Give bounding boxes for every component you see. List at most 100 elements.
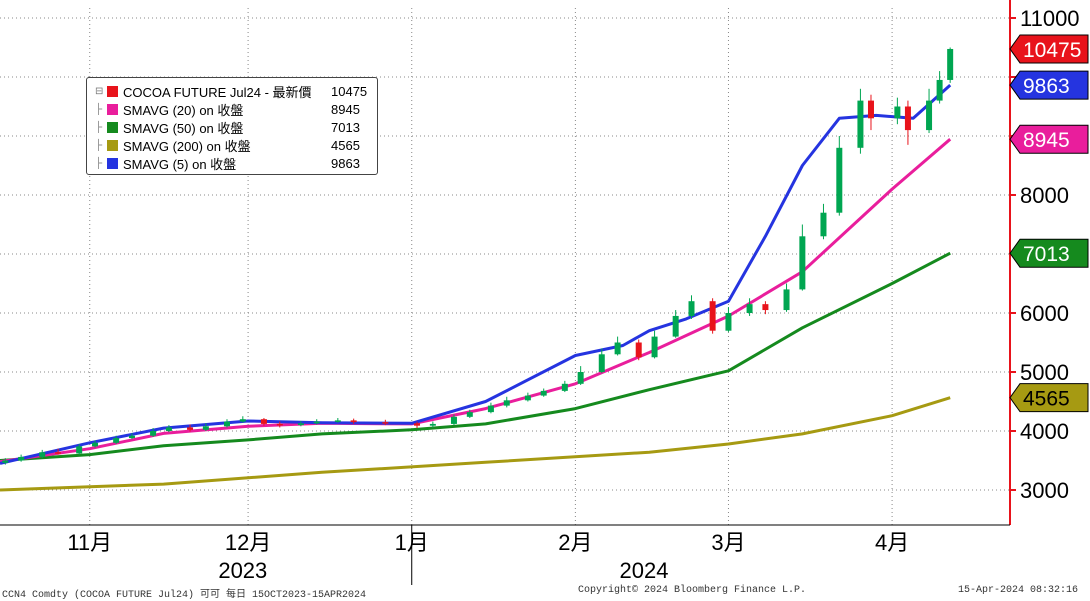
last-value-tag-4565: 4565 — [1009, 383, 1089, 413]
candle-body-48 — [904, 106, 911, 131]
candle-body-26 — [503, 400, 510, 406]
legend-value: 7013 — [331, 119, 360, 135]
candle-body-3 — [55, 452, 62, 454]
series-line-smavg-5-on- — [0, 83, 952, 465]
legend-box[interactable]: ⊟ COCOA FUTURE Jul24 - 最新價 10475 ├ SMAVG (20… — [86, 77, 378, 175]
candle-body-16 — [297, 423, 304, 426]
candle-body-8 — [150, 431, 157, 436]
candle-body-13 — [239, 419, 246, 422]
series-line-smavg-200-on- — [0, 396, 951, 492]
tree-branch-icon: ├ — [95, 157, 103, 169]
candle-body-41 — [783, 289, 790, 311]
last-value-tag-text-4565: 4565 — [1023, 388, 1070, 411]
candle-body-17 — [313, 421, 320, 424]
candle-body-19 — [350, 420, 357, 423]
last-value-tag-bg-7013 — [1009, 238, 1089, 268]
candle-body-20 — [382, 422, 389, 424]
tree-branch-icon: ├ — [95, 121, 103, 133]
candle-body-18 — [334, 420, 341, 422]
candle-body-30 — [577, 372, 584, 384]
legend-label: COCOA FUTURE Jul24 - 最新價 — [123, 84, 312, 100]
x-tick-label-2月: 2月 — [558, 530, 592, 555]
x-tick-label-4月: 4月 — [875, 530, 909, 555]
candle-body-50 — [936, 79, 943, 101]
legend-value: 8945 — [331, 101, 360, 117]
legend-swatch — [107, 121, 118, 133]
candle-body-51 — [947, 48, 954, 80]
candle-body-39 — [746, 304, 753, 313]
series-line-smavg-50-on- — [0, 251, 951, 462]
candle-body-6 — [113, 438, 120, 443]
last-value-tag-text-9863: 9863 — [1023, 75, 1070, 98]
candle-body-7 — [128, 435, 135, 439]
footer-timestamp: 15-Apr-2024 08:32:16 — [958, 585, 1079, 596]
series-line-smavg-20-on- — [0, 138, 952, 464]
candle-body-23 — [450, 416, 457, 424]
candle-body-33 — [635, 342, 642, 358]
y-tick-label-8000: 8000 — [1020, 183, 1069, 208]
candle-body-35 — [672, 315, 679, 337]
x-tick-label-11月: 11月 — [67, 530, 112, 555]
candle-body-15 — [276, 423, 283, 426]
candle-body-5 — [92, 442, 99, 447]
candle-body-37 — [709, 301, 716, 331]
candle-body-12 — [223, 421, 230, 427]
y-tick-label-6000: 6000 — [1020, 301, 1069, 326]
legend-value: 10475 — [331, 83, 368, 99]
legend-label: SMAVG (50) on 收盤 — [123, 120, 244, 136]
candle-body-32 — [614, 342, 621, 355]
candle-body-0 — [2, 460, 9, 463]
legend-item[interactable]: ├ SMAVG (50) on 收盤 7013 — [95, 118, 371, 136]
legend-swatch — [107, 85, 118, 97]
candle-body-40 — [762, 304, 769, 311]
legend-label: SMAVG (20) on 收盤 — [123, 102, 244, 118]
y-tick-label-11000: 11000 — [1020, 6, 1080, 31]
candle-body-34 — [651, 336, 658, 358]
candle-body-28 — [540, 390, 547, 396]
last-value-tag-bg-4565 — [1009, 383, 1089, 413]
legend-swatch — [107, 157, 118, 169]
legend-value: 9863 — [331, 155, 360, 171]
candle-body-10 — [187, 427, 194, 430]
last-value-tag-bg-9863 — [1009, 70, 1089, 100]
legend-item[interactable]: ├ SMAVG (200) on 收盤 4565 — [95, 136, 371, 154]
legend-swatch — [107, 103, 118, 115]
last-value-tag-text-8945: 8945 — [1023, 129, 1070, 152]
tree-branch-icon: ├ — [95, 103, 103, 115]
candle-body-44 — [836, 147, 843, 213]
candle-body-1 — [18, 456, 25, 461]
footer-copyright: Copyright© 2024 Bloomberg Finance L.P. — [578, 585, 807, 596]
candle-body-4 — [76, 446, 83, 454]
x-tick-label-3月: 3月 — [711, 530, 745, 555]
last-value-tag-8945: 8945 — [1009, 124, 1089, 154]
candle-body-9 — [165, 427, 172, 431]
minus-box-icon[interactable]: ⊟ — [95, 85, 104, 97]
candle-body-22 — [429, 423, 436, 426]
x-year-label-2023: 2023 — [218, 558, 267, 583]
last-value-tag-bg-10475 — [1009, 34, 1089, 64]
last-value-tag-text-10475: 10475 — [1023, 39, 1081, 62]
candle-body-31 — [598, 354, 605, 372]
last-value-tag-7013: 7013 — [1009, 238, 1089, 268]
tree-branch-icon: ├ — [95, 139, 103, 151]
legend-item[interactable]: ⊟ COCOA FUTURE Jul24 - 最新價 10475 — [95, 82, 371, 100]
y-tick-label-3000: 3000 — [1020, 478, 1069, 503]
candle-body-49 — [926, 100, 933, 131]
legend-item[interactable]: ├ SMAVG (20) on 收盤 8945 — [95, 100, 371, 118]
last-value-tag-10475: 10475 — [1009, 34, 1089, 64]
candle-body-36 — [688, 301, 695, 316]
x-tick-label-12月: 12月 — [225, 530, 271, 555]
candle-body-2 — [39, 452, 46, 457]
legend-label: SMAVG (5) on 收盤 — [123, 156, 237, 172]
legend-rows: ⊟ COCOA FUTURE Jul24 - 最新價 10475 ├ SMAVG (20… — [95, 82, 371, 172]
candle-body-38 — [725, 313, 732, 331]
candle-body-24 — [466, 412, 473, 417]
last-value-tag-9863: 9863 — [1009, 70, 1089, 100]
legend-value: 4565 — [331, 137, 360, 153]
x-year-label-2024: 2024 — [620, 558, 669, 583]
legend-item[interactable]: ├ SMAVG (5) on 收盤 9863 — [95, 154, 371, 172]
candle-body-14 — [260, 419, 267, 424]
last-value-tag-bg-8945 — [1009, 124, 1089, 154]
